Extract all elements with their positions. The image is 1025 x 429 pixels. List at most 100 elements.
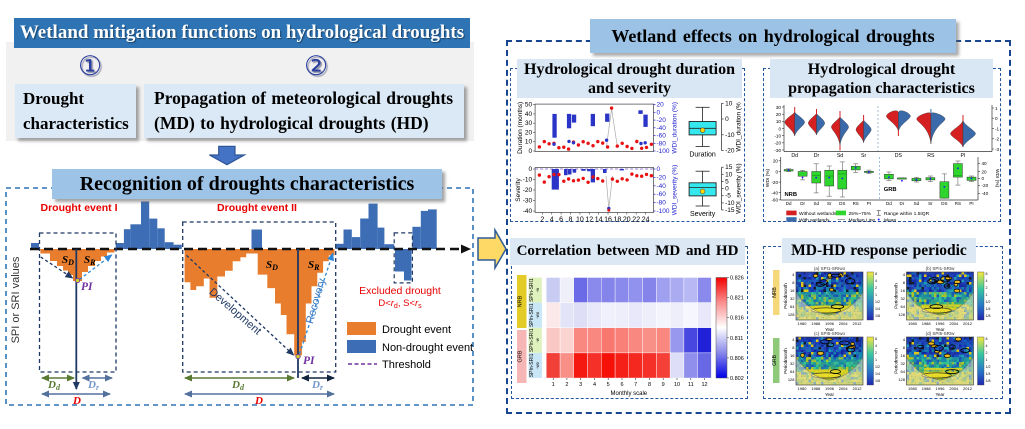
svg-text:Periodmonth: Periodmonth (783, 348, 788, 374)
svg-text:16: 16 (790, 288, 795, 293)
svg-text:-100: -100 (657, 208, 670, 215)
svg-text:1996: 1996 (936, 321, 946, 326)
svg-text:D<rd, S<rs: D<rd, S<rs (378, 298, 422, 310)
svg-text:0: 0 (528, 166, 532, 173)
svg-text:SPI or SRI values: SPI or SRI values (10, 256, 22, 343)
svg-text:1980: 1980 (798, 321, 808, 326)
svg-text:0.821: 0.821 (730, 296, 744, 302)
svg-text:32: 32 (790, 361, 795, 366)
svg-text:-40: -40 (657, 125, 667, 132)
svg-text:Periodmonth: Periodmonth (894, 348, 899, 374)
svg-text:0: 0 (657, 109, 661, 116)
svg-text:20: 20 (773, 159, 779, 164)
svg-text:20: 20 (657, 102, 665, 109)
svg-text:Drought event: Drought event (382, 324, 451, 336)
svg-text:16: 16 (901, 288, 906, 293)
svg-text:2: 2 (875, 351, 877, 355)
svg-text:Dr: Dr (311, 379, 324, 392)
svg-text:7: 7 (634, 382, 637, 388)
svg-text:4: 4 (875, 344, 877, 348)
svg-text:8: 8 (792, 280, 795, 285)
svg-text:32: 32 (790, 296, 795, 301)
svg-text:2004: 2004 (949, 386, 959, 391)
svg-text:RS: RS (927, 153, 935, 159)
svg-text:-30: -30 (523, 198, 533, 205)
svg-text:-80: -80 (657, 140, 667, 147)
svg-text:Sd: Sd (837, 153, 843, 159)
svg-text:(a) SPI1-SRIwo: (a) SPI1-SRIwo (814, 266, 846, 271)
svg-text:-20: -20 (725, 148, 735, 155)
svg-text:Mean: Mean (884, 217, 897, 223)
svg-text:1: 1 (875, 358, 877, 362)
svg-text:Dr: Dr (87, 379, 100, 392)
svg-text:4: 4 (875, 279, 877, 283)
svg-text:1988: 1988 (922, 321, 932, 326)
svg-text:0.811: 0.811 (730, 336, 743, 342)
svg-text:128: 128 (788, 312, 795, 317)
svg-text:1: 1 (875, 293, 877, 297)
svg-text:-40: -40 (523, 208, 533, 215)
svg-text:WDI_severity (%): WDI_severity (%) (672, 165, 679, 216)
svg-text:14: 14 (595, 217, 603, 223)
svg-text:4: 4 (792, 337, 795, 342)
svg-text:1/8: 1/8 (986, 314, 991, 318)
svg-text:Drought event II: Drought event II (217, 202, 297, 214)
svg-text:4: 4 (593, 382, 596, 388)
svg-text:10: 10 (525, 139, 533, 146)
svg-text:64: 64 (901, 304, 906, 309)
svg-text:Sd: Sd (813, 201, 819, 206)
svg-text:20: 20 (525, 129, 533, 136)
svg-text:2: 2 (986, 286, 988, 290)
svg-text:0.802: 0.802 (730, 376, 744, 382)
svg-text:0.826: 0.826 (730, 276, 744, 282)
svg-text:2012: 2012 (963, 386, 973, 391)
svg-text:Severity: Severity (690, 211, 716, 218)
svg-text:16: 16 (790, 353, 795, 358)
svg-text:32: 32 (901, 296, 906, 301)
svg-text:-1: -1 (995, 126, 1000, 131)
svg-text:Excluded drought: Excluded drought (359, 285, 441, 297)
svg-text:2012: 2012 (963, 321, 973, 326)
svg-text:0: 0 (725, 186, 729, 193)
svg-text:2: 2 (540, 217, 544, 223)
svg-text:-wo: -wo (535, 361, 540, 368)
svg-text:64: 64 (790, 304, 795, 309)
svg-text:0: 0 (775, 169, 778, 174)
svg-text:15: 15 (725, 164, 733, 171)
svg-text:8: 8 (903, 345, 906, 350)
svg-text:WDI_duration (%: WDI_duration (% (736, 102, 743, 152)
svg-text:-20: -20 (657, 117, 667, 124)
svg-text:10: 10 (776, 119, 782, 124)
svg-text:1988: 1988 (811, 321, 821, 326)
svg-text:GRB: GRB (518, 350, 524, 362)
svg-text:-20: -20 (774, 141, 781, 146)
svg-text:-20: -20 (771, 180, 778, 185)
svg-text:Duration (months): Duration (months) (517, 102, 524, 154)
svg-text:20: 20 (623, 217, 631, 223)
svg-text:RS: RS (853, 201, 859, 206)
svg-text:Dd: Dd (47, 379, 61, 392)
svg-text:-2: -2 (995, 137, 1000, 142)
svg-text:Year: Year (935, 392, 945, 397)
svg-text:8: 8 (648, 382, 651, 388)
svg-text:(b) SPI1-SRIw: (b) SPI1-SRIw (926, 266, 956, 271)
svg-text:10: 10 (725, 171, 733, 178)
svg-text:30: 30 (776, 105, 782, 110)
svg-text:D: D (72, 395, 81, 407)
svg-text:Year: Year (825, 327, 835, 332)
svg-text:Periodmonth: Periodmonth (783, 283, 788, 309)
svg-text:Threshold: Threshold (382, 359, 431, 371)
svg-text:3: 3 (579, 382, 582, 388)
svg-text:DS: DS (941, 201, 947, 206)
svg-text:11: 11 (688, 382, 694, 388)
svg-text:-20: -20 (982, 183, 989, 188)
svg-text:16: 16 (901, 353, 906, 358)
svg-text:-15: -15 (725, 207, 735, 214)
svg-text:0: 0 (657, 166, 661, 173)
svg-text:8: 8 (986, 272, 988, 276)
svg-text:0.816: 0.816 (730, 316, 744, 322)
svg-text:PI: PI (81, 281, 93, 293)
svg-text:Dd: Dd (786, 201, 792, 206)
svg-text:1996: 1996 (936, 386, 946, 391)
svg-text:0: 0 (725, 116, 729, 123)
